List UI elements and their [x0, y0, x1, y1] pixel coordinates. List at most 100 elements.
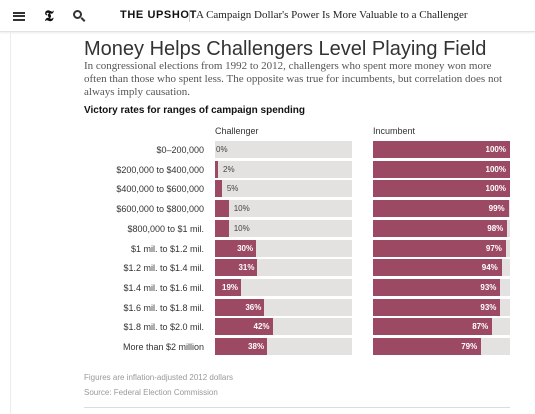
incumbent-bar-track: 100%	[373, 180, 510, 198]
table-row: $600,000 to $800,000 10% 99%	[0, 200, 535, 220]
table-row: $1.6 mil. to $1.8 mil. 36% 93%	[0, 298, 535, 319]
incumbent-bar	[373, 160, 510, 178]
row-label: $1.8 mil. to $2.0 mil.	[123, 322, 204, 333]
challenger-bar-track: 10%	[215, 200, 352, 218]
page-edge	[10, 32, 11, 414]
row-label: $1.6 mil. to $1.8 mil.	[123, 302, 204, 313]
challenger-bar-track: 36%	[215, 298, 352, 316]
challenger-bar-track: 42%	[215, 318, 352, 336]
row-label: $1.4 mil. to $1.6 mil.	[123, 282, 204, 293]
incumbent-bar	[373, 338, 482, 355]
incumbent-bar-track: 97%	[373, 239, 510, 257]
incumbent-bar-track: 99%	[373, 200, 510, 218]
row-label: $0–200,000	[156, 145, 204, 155]
challenger-value-label: 31%	[238, 263, 255, 273]
challenger-bar	[215, 200, 229, 218]
incumbent-bar-track: 100%	[373, 141, 510, 158]
challenger-bar	[215, 298, 265, 316]
incumbent-value-label: 94%	[481, 263, 498, 273]
challenger-bar	[215, 259, 258, 277]
incumbent-bar-track: 94%	[373, 259, 510, 277]
bottom-divider	[84, 407, 510, 408]
table-row: $1.8 mil. to $2.0 mil. 42% 87%	[0, 318, 535, 338]
incumbent-bar	[373, 259, 502, 277]
challenger-bar-track: 38%	[215, 338, 352, 355]
incumbent-bar-track: 93%	[373, 298, 510, 316]
table-row: $800,000 to $1 mil. 10% 98%	[0, 219, 535, 240]
incumbent-bar	[373, 219, 508, 237]
challenger-bar	[215, 318, 273, 336]
row-label: $800,000 to $1 mil.	[127, 223, 204, 234]
challenger-bar-track: 10%	[215, 219, 352, 237]
incumbent-value-label: 93%	[480, 302, 497, 312]
challenger-bar-track: 5%	[215, 180, 352, 198]
challenger-bar	[215, 239, 257, 257]
header-headline: A Campaign Dollar's Power Is More Valuab…	[196, 9, 468, 21]
section-label[interactable]: THE UPSHOT	[120, 9, 197, 21]
challenger-bar-track: 2%	[215, 160, 352, 178]
challenger-value-label: 19%	[222, 282, 239, 292]
incumbent-value-label: 100%	[485, 164, 506, 174]
challenger-value-label: 10%	[233, 223, 250, 233]
nyt-logo-icon[interactable]: 𝕿	[44, 7, 54, 25]
incumbent-bar	[373, 278, 501, 296]
challenger-value-label: 36%	[245, 302, 262, 312]
challenger-bar-track: 19%	[215, 278, 352, 296]
incumbent-value-label: 93%	[480, 282, 497, 292]
challenger-value-label: 2%	[223, 164, 235, 174]
table-row: $1 mil. to $1.2 mil. 30% 97%	[0, 239, 535, 260]
row-label: $1.2 mil. to $1.4 mil.	[123, 263, 204, 274]
challenger-value-label: 30%	[237, 243, 254, 253]
menu-icon	[13, 11, 25, 21]
incumbent-bar	[373, 239, 506, 257]
challenger-bar-track: 30%	[215, 239, 352, 257]
challenger-bar	[215, 160, 218, 178]
chart-heading: Victory rates for ranges of campaign spe…	[84, 105, 305, 116]
incumbent-bar-track: 87%	[373, 318, 510, 336]
incumbent-bar	[373, 298, 501, 316]
challenger-bar	[215, 219, 229, 237]
table-row: $1.4 mil. to $1.6 mil. 19% 93%	[0, 278, 535, 299]
top-bar: 𝕿 THE UPSHOT A Campaign Dollar's Power I…	[0, 0, 535, 32]
chart-note: Figures are inflation-adjusted 2012 doll…	[84, 373, 233, 382]
article-dek: In congressional elections from 1992 to …	[84, 60, 503, 98]
incumbent-value-label: 79%	[461, 342, 478, 351]
challenger-bar	[215, 278, 242, 296]
challenger-bar	[215, 180, 222, 198]
challenger-value-label: 10%	[233, 204, 250, 214]
article-title: Money Helps Challengers Level Playing Fi…	[84, 38, 487, 60]
challenger-value-label: 5%	[226, 184, 239, 194]
header-divider	[189, 10, 190, 22]
search-button[interactable]	[70, 7, 88, 25]
row-label: $400,000 to $600,000	[116, 184, 204, 195]
incumbent-value-label: 98%	[487, 223, 504, 233]
table-row: $200,000 to $400,000 2% 100%	[0, 160, 535, 181]
table-row: $400,000 to $600,000 5% 100%	[0, 180, 535, 200]
chart-source: Source: Federal Election Commission	[84, 388, 218, 397]
challenger-bar-track: 0%	[215, 141, 352, 158]
incumbent-value-label: 100%	[485, 145, 506, 154]
incumbent-bar	[373, 180, 510, 198]
incumbent-value-label: 99%	[488, 204, 505, 214]
menu-button[interactable]	[10, 7, 28, 25]
table-row: $0–200,000 0% 100%	[0, 141, 535, 161]
challenger-bar	[215, 338, 268, 355]
incumbent-bar-track: 98%	[373, 219, 510, 237]
challenger-bar-track: 31%	[215, 259, 352, 277]
row-label: $600,000 to $800,000	[116, 204, 204, 215]
table-row: More than $2 million 38% 79%	[0, 338, 535, 358]
incumbent-bar	[373, 200, 509, 218]
search-icon	[73, 10, 82, 19]
challenger-value-label: 42%	[253, 322, 270, 332]
challenger-value-label: 38%	[248, 342, 265, 351]
row-label: $200,000 to $400,000	[116, 164, 204, 175]
incumbent-bar-track: 79%	[373, 338, 510, 355]
incumbent-bar-track: 100%	[373, 160, 510, 178]
incumbent-bar	[373, 141, 510, 158]
challenger-value-label: 0%	[216, 145, 228, 154]
incumbent-column-header: Incumbent	[373, 126, 416, 136]
incumbent-value-label: 97%	[485, 243, 502, 253]
challenger-column-header: Challenger	[215, 126, 259, 136]
incumbent-bar	[373, 318, 493, 336]
row-label: More than $2 million	[122, 342, 204, 352]
